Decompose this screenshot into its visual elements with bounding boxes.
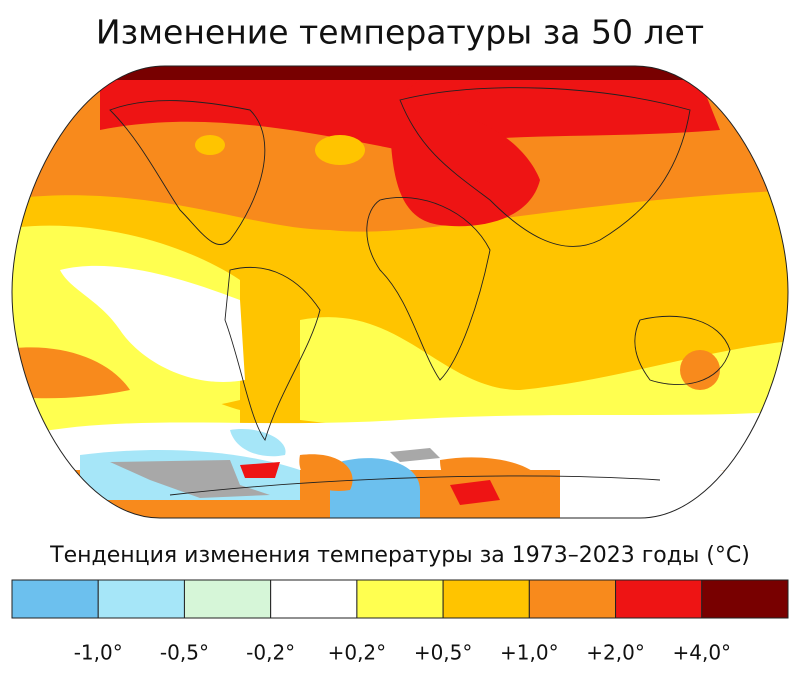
legend-swatch (11, 579, 99, 619)
title: Изменение температуры за 50 лет (96, 13, 704, 52)
legend-label: -0,2° (246, 641, 295, 665)
legend-swatch (442, 579, 530, 619)
legend-label: +4,0° (672, 641, 731, 665)
legend-swatch (528, 579, 617, 619)
legend-swatch (97, 579, 185, 619)
legend: -1,0° -0,5° -0,2° +0,2° +0,5° +1,0° +2,0° +4,0° (11, 579, 789, 665)
legend-label: -0,5° (160, 641, 209, 665)
legend-swatch (701, 579, 789, 619)
legend-label: +0,2° (328, 641, 387, 665)
legend-swatch (615, 579, 703, 619)
legend-label: -1,0° (74, 641, 123, 665)
legend-label: +2,0° (586, 641, 645, 665)
legend-label: +1,0° (500, 641, 559, 665)
legend-swatch (183, 579, 272, 619)
legend-swatch (270, 579, 358, 619)
legend-swatch (356, 579, 444, 619)
map (12, 66, 788, 518)
map-outline (11, 65, 789, 519)
legend-label: +0,5° (414, 641, 473, 665)
legend-title: Тенденция изменения температуры за 1973–… (49, 543, 750, 568)
